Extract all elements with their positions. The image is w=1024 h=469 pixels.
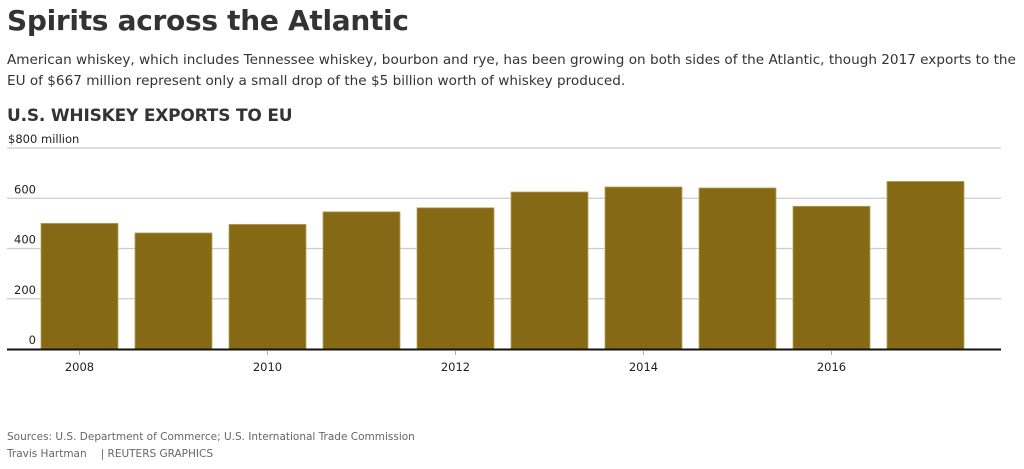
x-tick-label: 2014 — [629, 360, 658, 374]
bar-2009 — [134, 232, 213, 350]
sources-note: Sources: U.S. Department of Commerce; U.… — [7, 431, 415, 443]
y-tick-label: 600 — [14, 182, 36, 196]
y-tick-label: 200 — [14, 283, 36, 297]
byline: Travis Hartman — [7, 448, 87, 460]
bar-2010 — [228, 223, 307, 350]
bar-2011 — [322, 211, 401, 350]
x-axis-ticks: 2008 2010 2012 2014 2016 — [65, 351, 846, 374]
y-tick-label: 400 — [14, 233, 36, 247]
credit-line: Travis Hartman | REUTERS GRAPHICS — [7, 448, 213, 460]
bar-2008 — [40, 222, 119, 350]
chart-title: U.S. WHISKEY EXPORTS TO EU — [7, 106, 293, 126]
y-tick-label: $800 — [8, 132, 37, 146]
bar-2016 — [792, 205, 871, 350]
y-axis-unit-label: million — [41, 132, 79, 146]
x-tick-label: 2016 — [817, 360, 846, 374]
bar-2015 — [698, 187, 777, 350]
page-title: Spirits across the Atlantic — [7, 4, 409, 37]
y-axis-labels: 0 200 400 600 $800 — [8, 132, 37, 347]
chart-description: American whiskey, which includes Tenness… — [7, 52, 1016, 89]
bar-2012 — [416, 207, 495, 350]
x-tick-label: 2008 — [65, 360, 94, 374]
x-tick-label: 2012 — [441, 360, 470, 374]
x-tick-label: 2010 — [253, 360, 282, 374]
bars — [40, 181, 965, 350]
publisher-credit: | REUTERS GRAPHICS — [100, 448, 214, 460]
bar-2017 — [886, 181, 965, 350]
bar-2014 — [604, 186, 683, 350]
y-tick-label: 0 — [29, 333, 36, 347]
bar-2013 — [510, 191, 589, 350]
